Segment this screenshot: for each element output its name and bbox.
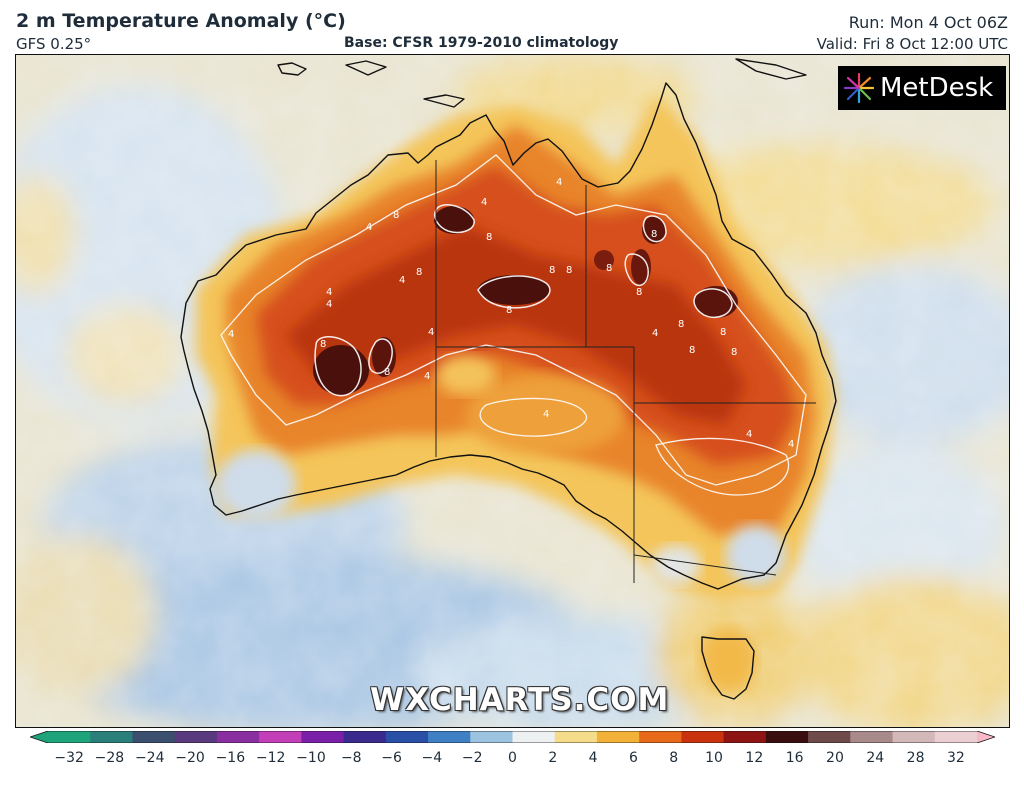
colorbar-arrow-left bbox=[30, 731, 48, 743]
colorbar bbox=[30, 731, 995, 743]
colorbar-tick-label: −2 bbox=[461, 750, 483, 766]
land-heat-layers bbox=[196, 95, 836, 692]
colorbar-segment bbox=[216, 731, 260, 743]
anomaly-map[interactable]: 8 8 8 8 8 8 8 8 8 8 8 8 8 8 8 4 4 4 4 4 … bbox=[15, 54, 1010, 728]
chart-title: 2 m Temperature Anomaly (°C) bbox=[16, 10, 346, 32]
colorbar-tick-label: −32 bbox=[54, 750, 84, 766]
colorbar-segment bbox=[765, 731, 809, 743]
contour-label: 8 bbox=[566, 265, 572, 276]
colorbar-tick-label: 8 bbox=[669, 750, 679, 766]
contour-label: 4 bbox=[788, 439, 794, 450]
colorbar-tick-label: 4 bbox=[588, 750, 598, 766]
colorbar-segment bbox=[639, 731, 682, 743]
model-label: GFS 0.25° bbox=[16, 35, 92, 53]
colorbar-segment bbox=[554, 731, 598, 743]
state-borders bbox=[435, 160, 816, 583]
wxcharts-watermark: WXCHARTS.COM bbox=[370, 682, 670, 718]
contour-label: 4 bbox=[556, 177, 562, 188]
contour-label: 4 bbox=[652, 328, 658, 339]
contour-label: 8 bbox=[486, 232, 492, 243]
colorbar-segment bbox=[934, 731, 978, 743]
colorbar-segment bbox=[596, 731, 640, 743]
contour-label: 8 bbox=[393, 210, 399, 221]
contour-label: 8 bbox=[731, 347, 737, 358]
colorbar-segment bbox=[259, 731, 302, 743]
metdesk-logo: MetDesk bbox=[838, 66, 1006, 110]
colorbar-segment bbox=[723, 731, 767, 743]
colorbar-tick-label: −16 bbox=[215, 750, 246, 766]
metdesk-logo-text: MetDesk bbox=[880, 73, 994, 103]
contour-label: 8 bbox=[678, 319, 684, 330]
metdesk-star-icon bbox=[843, 72, 875, 104]
colorbar-tick-label: 28 bbox=[906, 750, 925, 766]
contour-label: 4 bbox=[366, 222, 372, 233]
colorbar-segment bbox=[850, 731, 894, 743]
contour-label: 4 bbox=[543, 409, 549, 420]
contour-label: 8 bbox=[651, 229, 657, 240]
contour-label: 8 bbox=[720, 327, 726, 338]
base-climatology-label: Base: CFSR 1979-2010 climatology bbox=[344, 35, 619, 51]
contour-label: 4 bbox=[424, 371, 430, 382]
contour-label: 8 bbox=[506, 305, 512, 316]
colorbar-tick-label: 12 bbox=[745, 750, 764, 766]
colorbar-segment bbox=[512, 731, 556, 743]
colorbar-tick-label: −24 bbox=[134, 750, 165, 766]
hotspot-wa bbox=[313, 345, 369, 395]
colorbar-segment bbox=[385, 731, 429, 743]
contour-lines bbox=[220, 154, 807, 496]
colorbar-segment bbox=[808, 731, 851, 743]
contour-label: 4 bbox=[228, 329, 234, 340]
colorbar-tick-label: −4 bbox=[421, 750, 443, 766]
hotspot-wa-east bbox=[372, 337, 396, 377]
contour-label: 8 bbox=[416, 267, 422, 278]
colorbar-tick-label: −20 bbox=[175, 750, 205, 766]
contour-label: 4 bbox=[481, 197, 487, 208]
contour-label: 4 bbox=[326, 287, 332, 298]
colorbar-tick-label: 0 bbox=[508, 750, 517, 766]
colorbar-tick-label: 24 bbox=[866, 750, 885, 766]
contour-label: 8 bbox=[549, 265, 555, 276]
hotspot-nt-north bbox=[434, 206, 474, 234]
colorbar-segment bbox=[892, 731, 936, 743]
contour-label: 4 bbox=[746, 429, 752, 440]
colorbar-segment bbox=[48, 731, 91, 743]
colorbar-tick-label: −6 bbox=[381, 750, 402, 766]
colorbar-segment bbox=[132, 731, 176, 743]
colorbar-ticks: −32 −28 −24 −20 −16 −12 −10 −8 −6 −4 −2 0 2 4 6 8 10 12 16… bbox=[0, 750, 1024, 770]
coastline bbox=[180, 58, 837, 700]
colorbar-arrow-right bbox=[977, 731, 995, 743]
colorbar-tick-label: 6 bbox=[628, 750, 638, 766]
contour-label: 8 bbox=[320, 339, 326, 350]
run-time-label: Run: Mon 4 Oct 06Z bbox=[848, 13, 1008, 32]
colorbar-tick-label: −28 bbox=[94, 750, 125, 766]
colorbar-segment bbox=[681, 731, 725, 743]
colorbar-tick-label: 16 bbox=[785, 750, 804, 766]
colorbar-tick-label: 10 bbox=[705, 750, 723, 766]
hotspot-nt-central bbox=[478, 275, 550, 305]
colorbar-segment bbox=[470, 731, 513, 743]
contour-label: 8 bbox=[636, 287, 642, 298]
colorbar-tick-label: −12 bbox=[255, 750, 286, 766]
colorbar-tick-label: 20 bbox=[826, 750, 844, 766]
colorbar-segment bbox=[301, 731, 345, 743]
colorbar-tick-label: −10 bbox=[296, 750, 326, 766]
contour-label: 8 bbox=[384, 367, 390, 378]
colorbar-tick-label: −8 bbox=[340, 750, 362, 766]
colorbar-segment bbox=[428, 731, 471, 743]
contour-label: 4 bbox=[326, 299, 332, 310]
contour-label: 4 bbox=[399, 275, 405, 286]
contour-label: 8 bbox=[606, 263, 612, 274]
colorbar-tick-label: 2 bbox=[548, 750, 558, 766]
colorbar-tick-label: 32 bbox=[946, 750, 965, 766]
colorbar-segment bbox=[90, 731, 133, 743]
hotspot-qld-west bbox=[631, 249, 651, 285]
colorbar-segment bbox=[174, 731, 218, 743]
contour-label: 8 bbox=[689, 345, 695, 356]
contour-labels: 8 8 8 8 8 8 8 8 8 8 8 8 8 8 8 4 4 4 4 4 … bbox=[228, 177, 794, 450]
colorbar-segment bbox=[343, 731, 387, 743]
contour-label: 4 bbox=[428, 327, 434, 338]
valid-time-label: Valid: Fri 8 Oct 12:00 UTC bbox=[816, 35, 1008, 53]
